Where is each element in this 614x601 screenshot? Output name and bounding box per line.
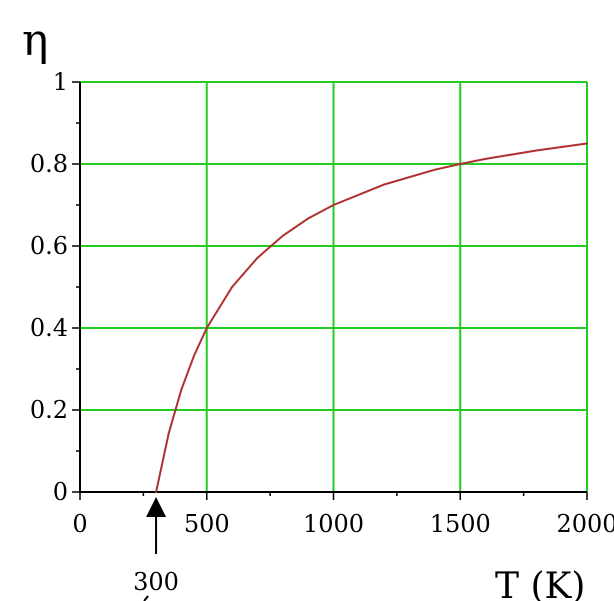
annotation-group: 300 xyxy=(133,497,179,601)
x-tick-label: 1000 xyxy=(303,510,364,538)
annotation-lower-line xyxy=(143,595,149,601)
data-point xyxy=(535,149,538,152)
x-tick-label: 0 xyxy=(72,510,87,538)
y-tick-label: 0.6 xyxy=(30,232,68,260)
series-group xyxy=(155,142,588,493)
tick-labels: 0 0.2 0.4 0.6 0.8 1 0 500 1000 1500 2000 xyxy=(30,68,614,538)
annotation-label: 300 xyxy=(133,568,179,596)
data-point xyxy=(167,432,170,435)
x-tick-label: 500 xyxy=(184,510,230,538)
data-point xyxy=(256,256,259,259)
data-point xyxy=(484,157,487,160)
data-point xyxy=(281,234,284,237)
data-point xyxy=(332,204,335,206)
y-tick-label: 0.8 xyxy=(30,150,68,178)
tick-marks xyxy=(72,81,588,500)
data-point xyxy=(307,217,310,220)
data-point xyxy=(231,286,234,288)
data-point xyxy=(383,183,386,186)
x-tick-label: 2000 xyxy=(556,510,614,538)
grid xyxy=(80,81,588,492)
data-point xyxy=(205,327,208,329)
annotation-arrow-head xyxy=(146,497,167,517)
y-axis-label: η xyxy=(22,15,48,66)
data-point xyxy=(586,142,588,145)
data-point xyxy=(433,168,436,171)
x-axis-label: T (K) xyxy=(495,566,585,601)
data-point xyxy=(459,163,462,165)
data-point xyxy=(155,491,158,493)
x-tick-label: 1500 xyxy=(430,510,491,538)
y-tick-label: 0 xyxy=(53,478,68,506)
data-point xyxy=(193,354,196,357)
y-tick-label: 0.2 xyxy=(30,396,68,424)
y-tick-label: 0.4 xyxy=(30,314,68,342)
efficiency-curve xyxy=(155,142,588,493)
data-point xyxy=(180,388,183,391)
y-tick-label: 1 xyxy=(53,68,68,96)
